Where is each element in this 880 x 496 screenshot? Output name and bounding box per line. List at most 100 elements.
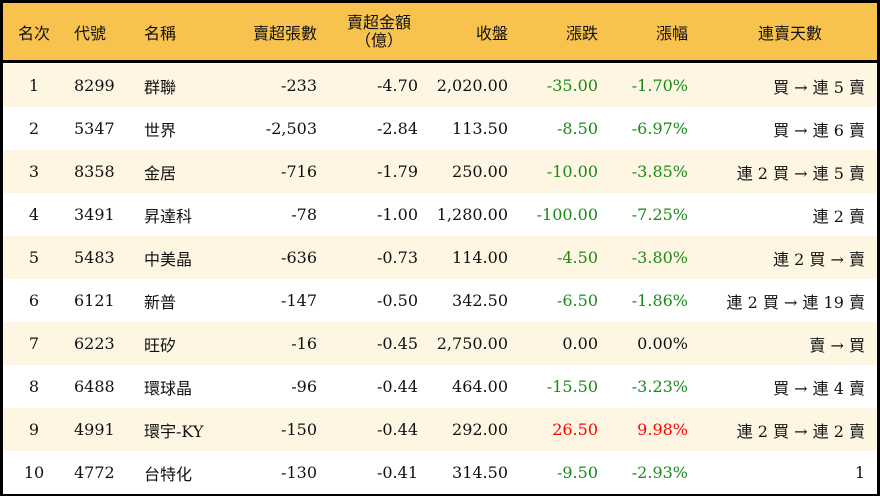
- price-change: 0.00: [562, 334, 598, 353]
- change-percent: -2.93%: [631, 463, 688, 482]
- close-price: 292.00: [452, 420, 508, 439]
- table-row[interactable]: 2 5347 世界 -2,503 -2.84 113.50 -8.50 -6.9…: [3, 107, 877, 150]
- net-sell-lots: -636: [281, 248, 317, 267]
- change-percent: -7.25%: [631, 205, 688, 224]
- sell-streak: 連 2 買 → 賣: [773, 249, 865, 269]
- stock-code: 5347: [74, 119, 115, 138]
- stock-name: 新普: [144, 292, 177, 312]
- price-change: -8.50: [556, 119, 598, 138]
- change-percent: -1.70%: [631, 76, 688, 95]
- rank: 7: [28, 334, 40, 353]
- change-percent: -3.80%: [631, 248, 688, 267]
- stock-name: 環宇-KY: [144, 421, 204, 441]
- sell-streak: 買 → 連 6 賣: [773, 120, 865, 140]
- rank: 3: [28, 162, 40, 181]
- net-sell-lots: -233: [281, 76, 317, 95]
- stock-name: 世界: [144, 120, 177, 140]
- net-sell-amount: -4.70: [376, 76, 418, 95]
- table-row[interactable]: 6 6121 新普 -147 -0.50 342.50 -6.50 -1.86%…: [3, 279, 877, 322]
- net-sell-lots: -16: [291, 334, 317, 353]
- stock-name: 台特化: [144, 464, 193, 484]
- close-price: 342.50: [452, 291, 508, 310]
- header-name: 名稱: [144, 23, 177, 43]
- net-sell-lots: -716: [281, 162, 317, 181]
- net-sell-amount: -0.73: [376, 248, 418, 267]
- rank: 2: [28, 119, 40, 138]
- net-sell-amount: -0.50: [376, 291, 418, 310]
- header-amount-unit: （億）: [354, 30, 403, 50]
- rank: 6: [28, 291, 40, 310]
- sell-streak: 連 2 買 → 連 5 賣: [736, 163, 865, 183]
- table-row[interactable]: 7 6223 旺矽 -16 -0.45 2,750.00 0.00 0.00% …: [3, 322, 877, 365]
- price-change: -6.50: [556, 291, 598, 310]
- rank: 8: [28, 377, 40, 396]
- price-change: -10.00: [546, 162, 598, 181]
- change-percent: 9.98%: [637, 420, 688, 439]
- table-row[interactable]: 10 4772 台特化 -130 -0.41 314.50 -9.50 -2.9…: [3, 451, 877, 494]
- header-change: 漲跌: [565, 23, 598, 43]
- stock-name: 昇達科: [144, 206, 193, 226]
- close-price: 464.00: [452, 377, 508, 396]
- change-percent: -1.86%: [631, 291, 688, 310]
- header-code: 代號: [74, 23, 107, 43]
- price-change: -15.50: [546, 377, 598, 396]
- table-row[interactable]: 9 4991 環宇-KY -150 -0.44 292.00 26.50 9.9…: [3, 408, 877, 451]
- sell-streak: 賣 → 買: [809, 335, 865, 355]
- stock-code: 3491: [74, 205, 115, 224]
- price-change: -9.50: [556, 463, 598, 482]
- stock-name: 環球晶: [144, 378, 193, 398]
- close-price: 2,020.00: [436, 76, 508, 95]
- table-row[interactable]: 1 8299 群聯 -233 -4.70 2,020.00 -35.00 -1.…: [3, 64, 877, 107]
- close-price: 314.50: [452, 463, 508, 482]
- stock-name: 旺矽: [144, 335, 177, 355]
- close-price: 1,280.00: [436, 205, 508, 224]
- net-sell-lots: -96: [291, 377, 317, 396]
- close-price: 114.00: [452, 248, 508, 267]
- net-sell-amount: -1.79: [376, 162, 418, 181]
- sell-streak: 1: [854, 463, 865, 482]
- header-amount-label: 賣超金額: [346, 12, 411, 32]
- net-sell-lots: -2,503: [265, 119, 317, 138]
- change-percent: 0.00%: [637, 334, 688, 353]
- net-sell-amount: -1.00: [376, 205, 418, 224]
- table-row[interactable]: 5 5483 中美晶 -636 -0.73 114.00 -4.50 -3.80…: [3, 236, 877, 279]
- header-lots: 賣超張數: [252, 23, 317, 43]
- net-sell-lots: -150: [281, 420, 317, 439]
- stock-code: 6121: [74, 291, 115, 310]
- header-amount: 賣超金額 （億）: [339, 3, 419, 60]
- header-pct: 漲幅: [655, 23, 688, 43]
- net-sell-amount: -0.41: [376, 463, 418, 482]
- close-price: 113.50: [452, 119, 508, 138]
- sell-streak: 買 → 連 5 賣: [773, 77, 865, 97]
- header-close: 收盤: [475, 23, 508, 43]
- net-sell-lots: -130: [281, 463, 317, 482]
- net-sell-lots: -147: [281, 291, 317, 310]
- net-sell-amount: -0.44: [376, 420, 418, 439]
- table-row[interactable]: 8 6488 環球晶 -96 -0.44 464.00 -15.50 -3.23…: [3, 365, 877, 408]
- sell-streak: 連 2 買 → 連 19 賣: [726, 292, 865, 312]
- net-sell-amount: -2.84: [376, 119, 418, 138]
- change-percent: -6.97%: [631, 119, 688, 138]
- close-price: 250.00: [452, 162, 508, 181]
- rank: 9: [28, 420, 40, 439]
- stock-code: 8358: [74, 162, 115, 181]
- close-price: 2,750.00: [436, 334, 508, 353]
- table-row[interactable]: 3 8358 金居 -716 -1.79 250.00 -10.00 -3.85…: [3, 150, 877, 193]
- stock-code: 8299: [74, 76, 115, 95]
- change-percent: -3.23%: [631, 377, 688, 396]
- rank: 5: [28, 248, 40, 267]
- rank: 4: [28, 205, 40, 224]
- stock-name: 群聯: [144, 77, 177, 97]
- header-rank: 名次: [17, 23, 50, 43]
- stock-code: 6223: [74, 334, 115, 353]
- sell-streak: 買 → 連 4 賣: [773, 378, 865, 398]
- stock-code: 4991: [74, 420, 115, 439]
- price-change: -35.00: [546, 76, 598, 95]
- price-change: 26.50: [552, 420, 598, 439]
- price-change: -4.50: [556, 248, 598, 267]
- table-header: 名次 代號 名稱 賣超張數 賣超金額 （億） 收盤 漲跌 漲幅 連賣天數: [3, 3, 877, 63]
- net-sell-amount: -0.44: [376, 377, 418, 396]
- table-row[interactable]: 4 3491 昇達科 -78 -1.00 1,280.00 -100.00 -7…: [3, 193, 877, 236]
- stock-code: 4772: [74, 463, 115, 482]
